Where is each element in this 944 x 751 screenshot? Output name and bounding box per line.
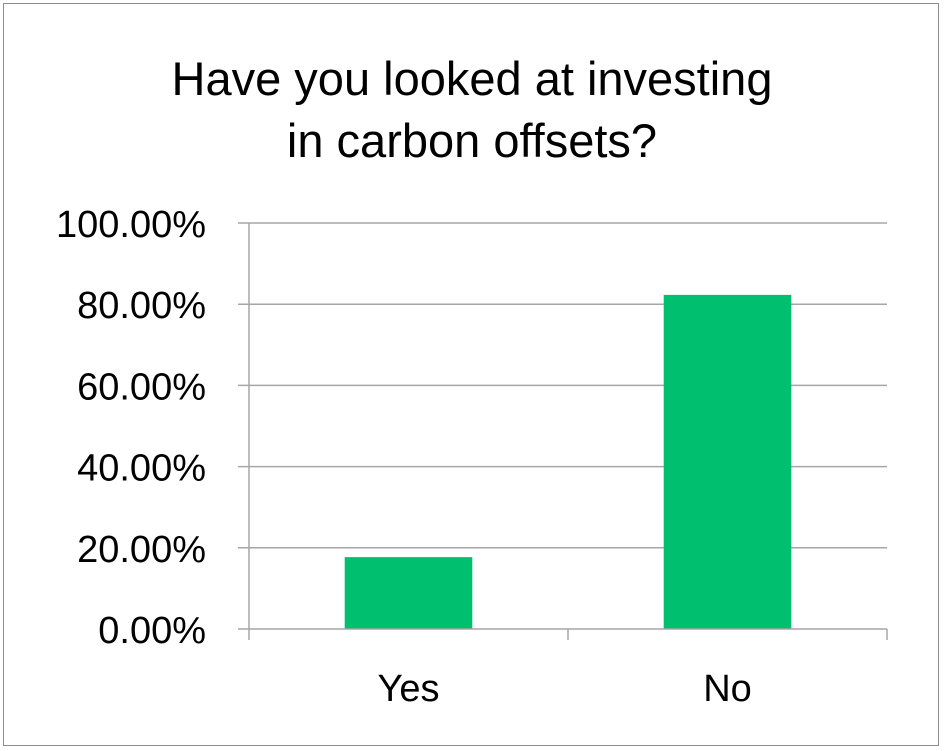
bar-no bbox=[663, 294, 792, 629]
y-tick-label: 0.00% bbox=[98, 610, 206, 652]
y-tick-label: 80.00% bbox=[77, 285, 206, 327]
y-tick-label: 20.00% bbox=[77, 529, 206, 571]
x-tick-label: No bbox=[703, 668, 752, 710]
bars bbox=[344, 294, 792, 629]
axes bbox=[238, 223, 888, 640]
y-tick-label: 40.00% bbox=[77, 448, 206, 490]
chart-title-line-2: in carbon offsets? bbox=[286, 114, 658, 167]
chart-title: Have you looked at investing in carbon o… bbox=[0, 48, 944, 172]
y-tick-label: 100.00% bbox=[56, 204, 206, 246]
y-axis-tick-labels: 0.00% 20.00% 40.00% 60.00% 80.00% 100.00% bbox=[56, 204, 206, 652]
bar-yes bbox=[344, 557, 473, 629]
x-tick-label: Yes bbox=[378, 668, 440, 710]
x-axis-tick-labels: Yes No bbox=[378, 668, 752, 710]
chart-title-line-1: Have you looked at investing bbox=[171, 52, 773, 105]
y-tick-label: 60.00% bbox=[77, 366, 206, 408]
